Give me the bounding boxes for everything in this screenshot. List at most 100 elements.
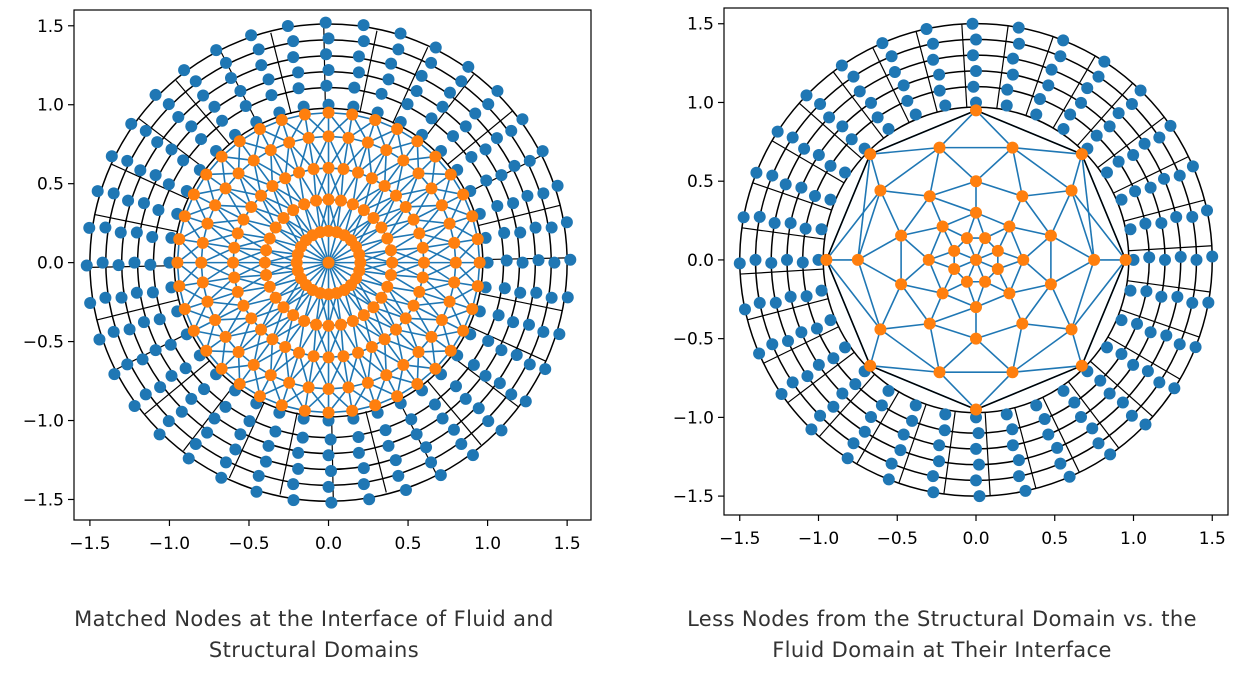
structure-node (923, 317, 936, 330)
fluid-node (814, 98, 827, 111)
fluid-node (1115, 348, 1128, 361)
interface-spoke (872, 47, 910, 123)
fluid-node (827, 400, 840, 413)
fluid-node (382, 73, 395, 86)
x-tick-label: −0.5 (877, 529, 918, 549)
chart-panel-less-nodes: −1.5 −1.0 −0.5 0.0 0.5 1.0 1.5 −1.5 −1.0 −0.5 0.0 0… (628, 0, 1256, 680)
structure-mesh-edge (879, 283, 902, 330)
fluid-node (491, 200, 504, 213)
structure-mesh-edge (419, 232, 455, 244)
fluid-node (909, 399, 922, 412)
structure-mesh-edge (857, 190, 882, 261)
interface-spoke (740, 268, 824, 275)
structure-node (390, 323, 403, 336)
y-tick-label: 1.0 (687, 93, 714, 113)
interface-spoke (1128, 245, 1212, 252)
structure-mesh-edge (371, 159, 404, 179)
structure-node (283, 136, 296, 149)
structure-mesh-edge (1022, 322, 1072, 331)
structure-node (397, 154, 410, 167)
structure-node (381, 232, 394, 245)
fluid-node (467, 358, 480, 371)
structure-node (260, 244, 273, 257)
structure-mesh-edge (207, 218, 244, 225)
fluid-node (500, 254, 513, 267)
fluid-node (970, 442, 982, 455)
interface-spoke (943, 411, 956, 494)
fluid-node (733, 257, 746, 270)
structure-node (923, 190, 936, 203)
structure-node (196, 276, 209, 289)
fluid-node (1138, 137, 1151, 150)
structure-node (378, 333, 391, 346)
interface-spoke (1127, 280, 1211, 293)
interface-spoke (1014, 407, 1037, 489)
fluid-node (130, 286, 143, 299)
fluid-node (296, 431, 309, 444)
structure-node (196, 236, 209, 249)
fluid-node (1206, 250, 1219, 263)
structure-node (263, 280, 276, 293)
fluid-node (348, 81, 361, 94)
fluid-node (357, 462, 370, 475)
structure-node (215, 362, 228, 375)
structure-mesh-edge (879, 146, 940, 192)
structure-node (448, 236, 461, 249)
structure-mesh-edge (1070, 153, 1083, 191)
interface-spoke (961, 24, 968, 108)
structure-mesh-edge (1008, 259, 1024, 294)
structure-mesh-edge (857, 234, 902, 261)
fluid-node (812, 148, 825, 161)
structure-node (201, 295, 214, 308)
structure-mesh-edge (879, 190, 902, 236)
fluid-node (920, 22, 933, 35)
structure-node (195, 256, 208, 269)
fluid-node (178, 64, 191, 77)
fluid-node (498, 226, 511, 239)
structure-node (471, 233, 484, 246)
fluid-node (482, 335, 495, 348)
structure-node (233, 377, 246, 390)
fluid-node (927, 486, 940, 499)
structure-node (384, 268, 397, 281)
structure-mesh-edge (423, 242, 455, 264)
fluid-node (795, 326, 808, 339)
fluid-node (175, 405, 188, 418)
interface-spoke (1076, 82, 1134, 147)
fluid-node (529, 221, 542, 234)
structure-mesh-edge (1012, 146, 1082, 155)
fluid-node (491, 84, 504, 97)
fluid-node (839, 341, 852, 354)
structure-node (471, 280, 484, 293)
fluid-node (909, 108, 922, 121)
fluid-node (765, 256, 778, 269)
fluid-node (492, 309, 505, 322)
structure-node (851, 253, 864, 266)
structure-mesh-edge (869, 329, 882, 366)
interface-spoke (1089, 360, 1154, 418)
fluid-node (149, 344, 162, 357)
interface-spoke (798, 102, 863, 160)
fluid-node (564, 253, 577, 266)
fluid-node (1186, 296, 1199, 309)
fluid-node (1141, 365, 1154, 378)
fluid-node (1030, 399, 1043, 412)
fluid-node (134, 164, 147, 177)
fluid-node (482, 98, 495, 111)
interface-spoke (752, 182, 832, 211)
structure-node (219, 182, 232, 195)
structure-mesh-edge (202, 261, 234, 284)
structure-mesh-edge (1009, 225, 1052, 237)
fluid-node (1155, 290, 1168, 303)
structure-mesh-edge (206, 276, 235, 303)
structure-node (1003, 287, 1016, 300)
fluid-node (292, 462, 305, 475)
structure-mesh-edge (929, 306, 977, 325)
y-tick-label: 0.5 (687, 172, 714, 192)
structure-node (948, 244, 961, 257)
fluid-node (737, 211, 750, 224)
structure-mesh-edge (929, 322, 977, 340)
structure-node (386, 256, 399, 269)
structure-mesh-edge (238, 172, 273, 187)
fluid-node (324, 433, 337, 446)
